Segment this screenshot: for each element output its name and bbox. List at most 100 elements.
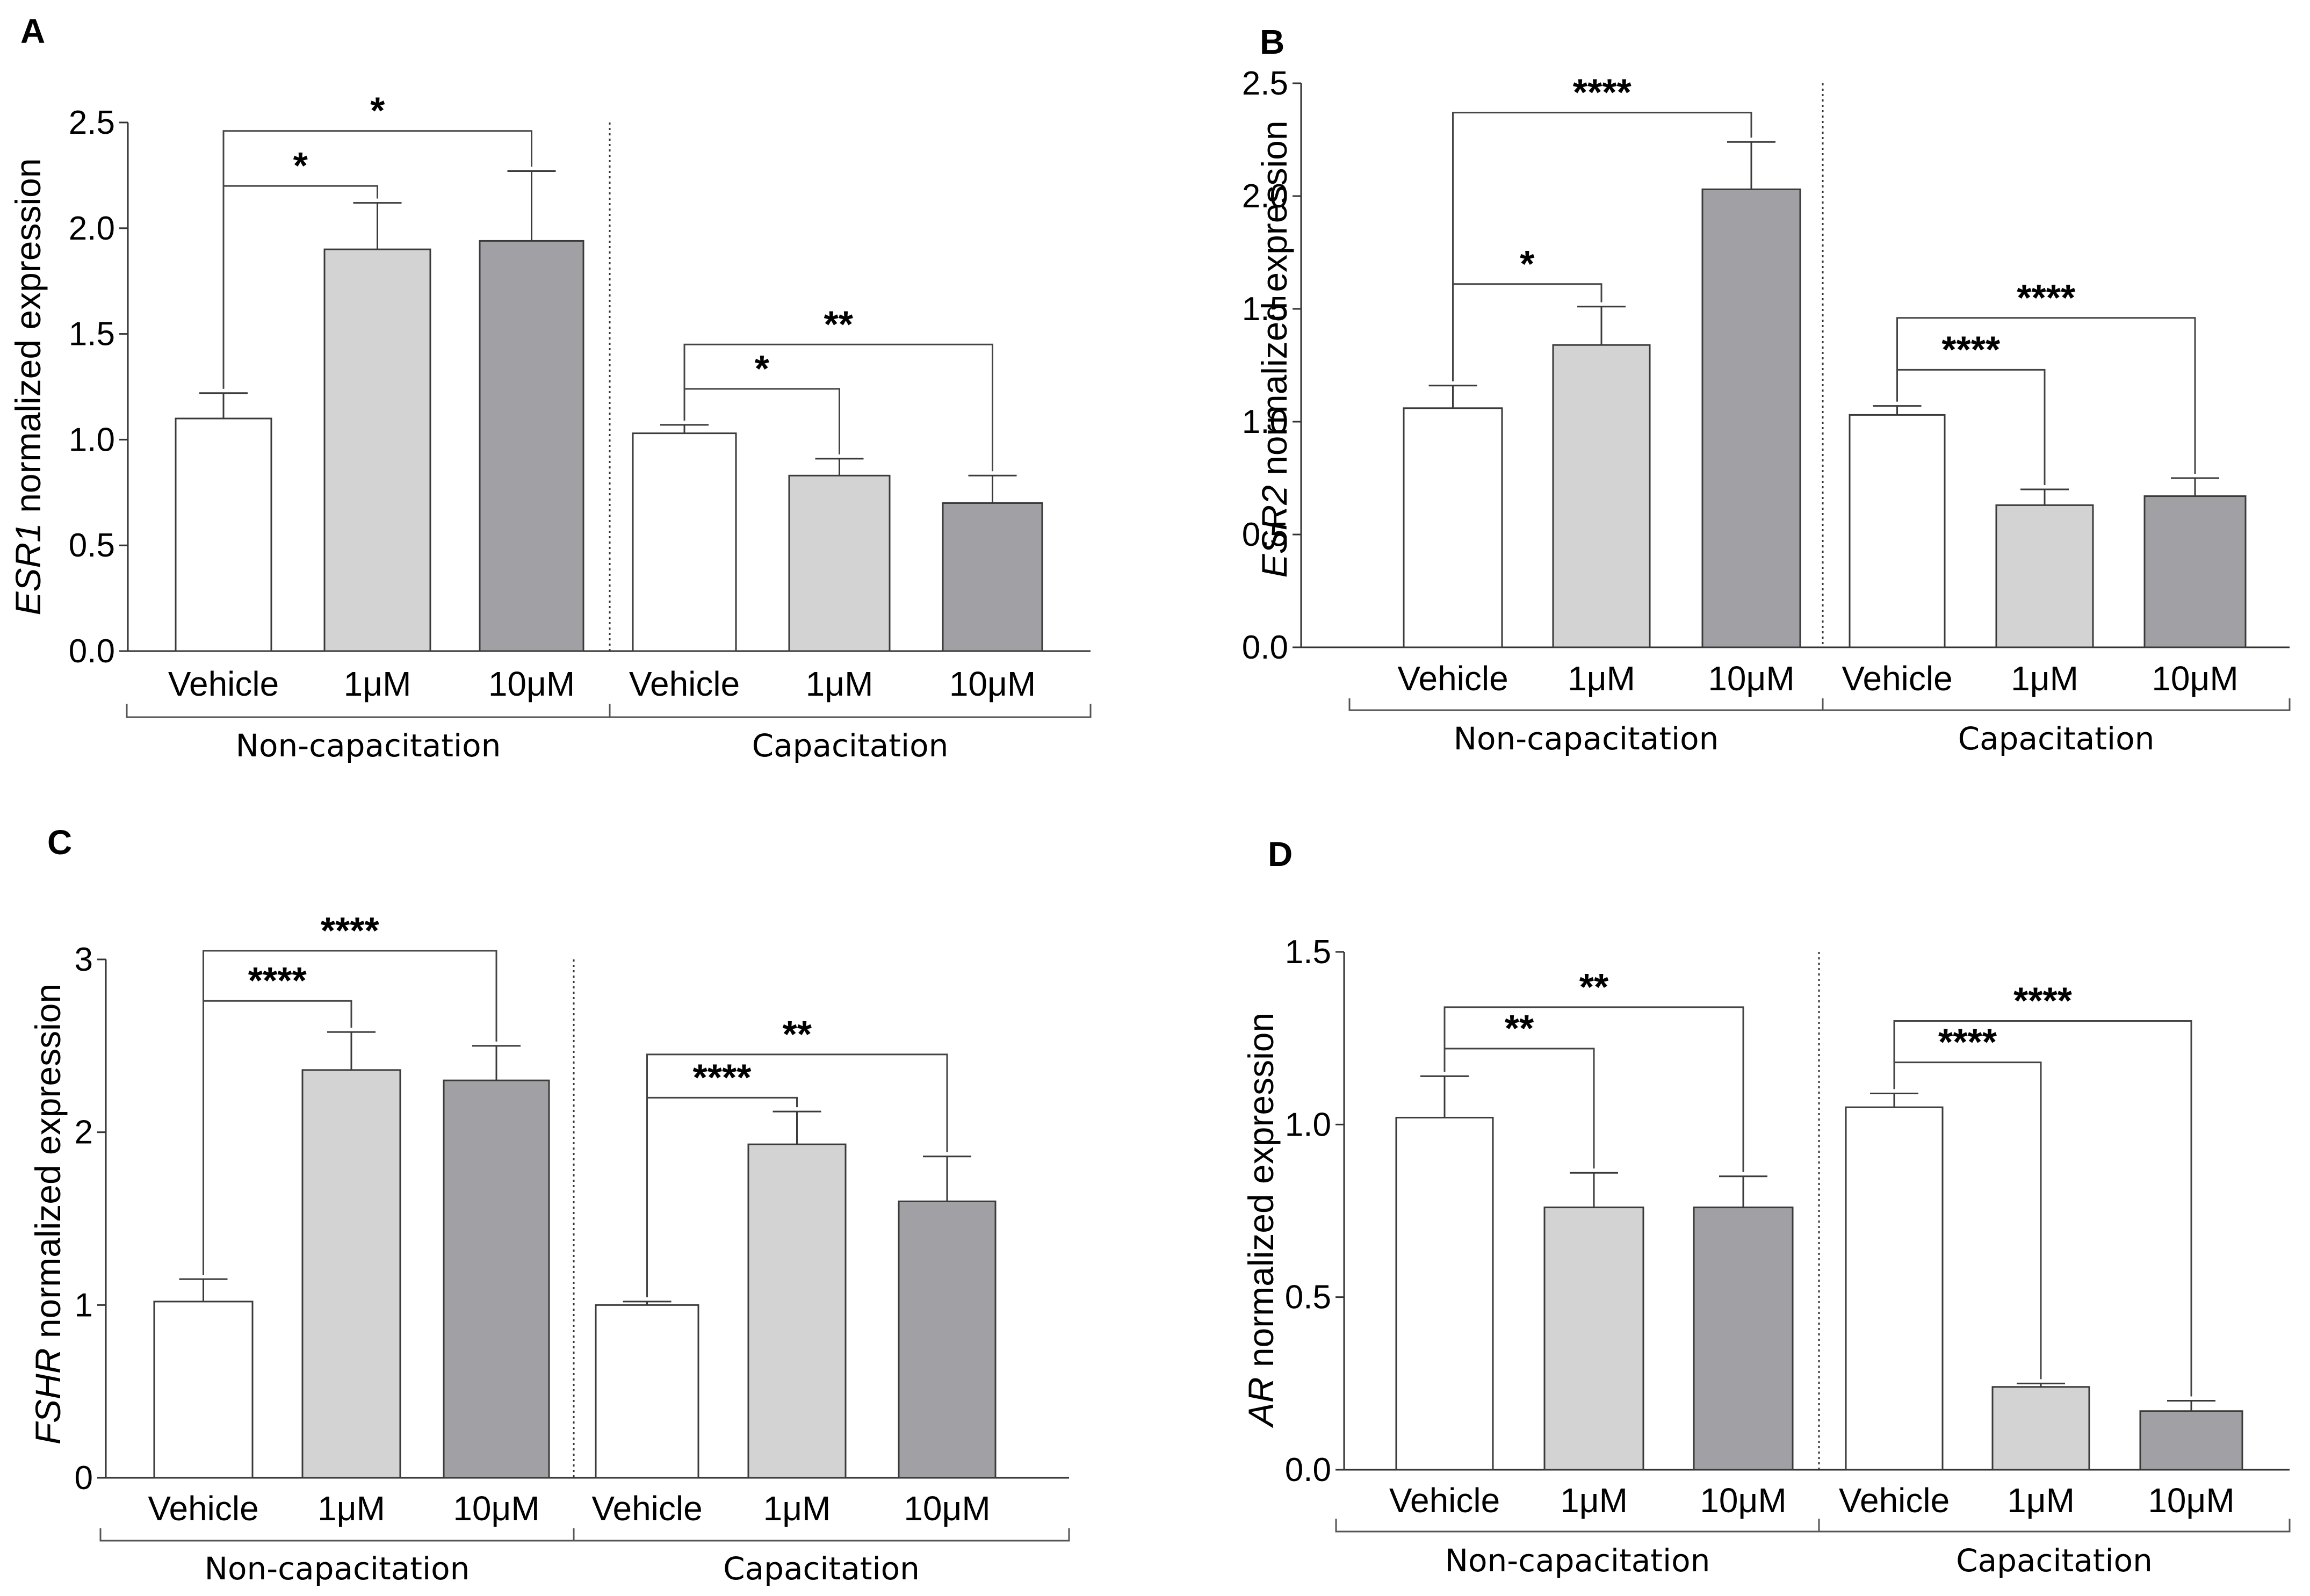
y-tick-label: 1.0 [69,421,115,458]
category-label: 10μM [2152,659,2238,698]
bar [1396,1117,1493,1470]
category-label: 10μM [488,665,575,703]
bar [324,249,430,651]
significance-label: ** [824,303,854,345]
bar [154,1302,252,1478]
y-axis-label: ESR2 normalized expression [1254,120,1294,577]
y-axis-label-gene: FSHR [28,1348,68,1445]
category-label: 1μM [1568,659,1635,698]
category-label: Vehicle [1389,1481,1500,1520]
category-label: Vehicle [1842,659,1952,698]
bar [1996,505,2093,647]
y-tick-label: 1.0 [1285,1106,1331,1143]
significance-label: ** [1505,1007,1534,1049]
bar [444,1080,549,1478]
category-label: Vehicle [148,1489,258,1528]
panel-d: D 0.0 0.5 1.0 1.5 AR normalized expression Veh… [1241,835,2290,1579]
bar [789,475,890,651]
significance-label: ** [783,1013,812,1055]
bar [1850,415,1945,647]
category-label: 1μM [2011,659,2078,698]
significance-label: * [370,90,385,132]
y-tick-label: 0.0 [69,633,115,670]
panel-a: A 0.0 0.5 1.0 1.5 2.0 2.5 ESR1 normalized expre… [8,12,1091,764]
significance-label: ** [1579,966,1609,1008]
y-tick-label: 2.5 [69,104,115,141]
y-tick-label: 0 [75,1460,93,1497]
significance-label: * [1520,243,1535,285]
y-tick-label: 2.0 [69,210,115,247]
category-label: Vehicle [1839,1481,1950,1520]
category-label: 10μM [949,665,1036,703]
y-tick-label: 1 [75,1287,93,1324]
panel-letter: A [20,12,45,50]
group-label: Capacitation [1958,720,2155,757]
group-label: Capacitation [723,1550,920,1587]
panel-letter: B [1260,23,1284,61]
bar [943,503,1042,651]
significance-label: **** [693,1056,752,1098]
bar [1993,1387,2089,1470]
y-tick-label: 0.5 [69,527,115,564]
bar [2140,1411,2242,1470]
bar [1544,1208,1643,1470]
category-label: 1μM [763,1489,831,1528]
category-label: 10μM [904,1489,990,1528]
y-tick-label: 0.0 [1242,629,1288,666]
category-label: 1μM [317,1489,385,1528]
significance-label: **** [248,959,307,1001]
y-axis-label-text: normalized expression [1241,1013,1281,1377]
group-bracket [100,1528,1069,1541]
category-label: Vehicle [1397,659,1508,698]
y-tick-label: 3 [75,941,93,978]
y-axis-label-text: normalized expression [28,984,68,1348]
bar [748,1144,846,1478]
y-tick-label: 0.5 [1285,1279,1331,1316]
y-axis-label-gene: ESR1 [8,523,48,615]
y-axis-label-text: normalized expression [1254,120,1294,485]
bar [480,241,583,651]
category-label: Vehicle [168,665,279,703]
group-bracket [127,704,1091,717]
group-label: Non-capacitation [236,727,501,764]
category-label: 10μM [1708,659,1794,698]
category-label: 1μM [806,665,874,703]
y-tick-label: 0.0 [1285,1451,1331,1489]
significance-label: **** [1573,71,1632,113]
group-label: Capacitation [752,727,949,764]
bar [1404,408,1502,647]
y-axis-label: AR normalized expression [1241,1013,1281,1428]
category-label: Vehicle [591,1489,702,1528]
group-bracket [1336,1519,2290,1532]
significance-label: **** [321,909,380,951]
significance-label: **** [1938,1021,1997,1063]
y-tick-label: 1.5 [69,316,115,353]
category-label: 1μM [1560,1481,1628,1520]
y-tick-label: 1.5 [1285,934,1331,971]
bar [176,418,271,651]
y-tick-label: 2 [75,1114,93,1151]
bar [1553,345,1650,647]
category-label: Vehicle [629,665,740,703]
bar [1846,1107,1943,1470]
category-label: 1μM [344,665,412,703]
group-bracket [1349,698,2290,710]
group-label: Capacitation [1956,1542,2153,1579]
group-label: Non-capacitation [1454,720,1719,757]
significance-label: * [755,348,770,389]
significance-label: * [293,145,308,186]
bar [1694,1208,1793,1470]
figure: A 0.0 0.5 1.0 1.5 2.0 2.5 ESR1 normalized expre… [0,0,2310,1596]
y-tick-label: 2.5 [1242,65,1288,102]
y-axis-label: ESR1 normalized expression [8,158,48,615]
significance-label: **** [1941,328,2001,370]
y-axis-label: FSHR normalized expression [28,984,68,1445]
panel-letter: C [47,823,72,862]
significance-label: **** [2017,277,2076,319]
bar [596,1305,698,1478]
bar [2145,496,2246,647]
bar [1702,189,1800,647]
category-label: 10μM [2148,1481,2234,1520]
y-axis-label-text: normalized expression [8,158,48,523]
